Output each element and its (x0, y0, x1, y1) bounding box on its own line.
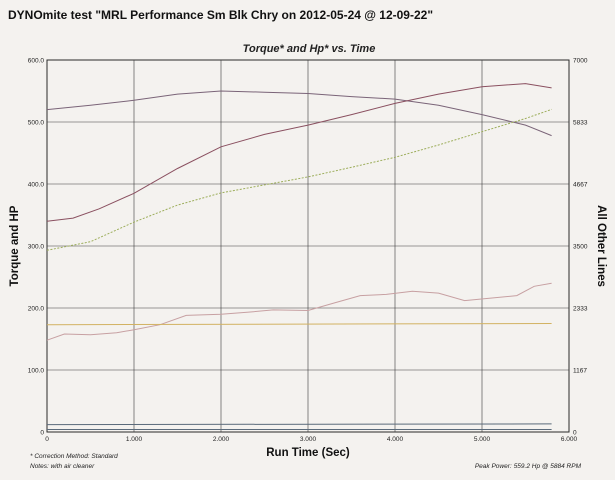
y2-tick-label: 4667 (573, 182, 588, 189)
series-line-afr-3 (46, 282, 552, 341)
x-tick-label: 3.000 (300, 436, 317, 443)
y-tick-label: 300.0 (28, 244, 45, 251)
y2-tick-label: 0 (573, 430, 577, 437)
y-tick-label: 0 (40, 430, 44, 437)
correction-method-note: * Correction Method: Standard (30, 453, 118, 460)
series-line-bottom-6 (46, 423, 552, 426)
x-tick-label: 4.000 (387, 436, 404, 443)
page-title: DYNOmite test "MRL Performance Sm Blk Ch… (8, 8, 434, 22)
series-line-rpm-2 (46, 108, 552, 251)
y2-tick-label: 5833 (573, 120, 588, 127)
chart-title: Torque* and Hp* vs. Time (243, 43, 376, 55)
y-tick-label: 600.0 (28, 58, 45, 65)
y2-axis-label: All Other Lines (595, 205, 607, 287)
x-tick-label: 6.000 (561, 436, 578, 443)
y-tick-label: 400.0 (28, 182, 45, 189)
notes-text: Notes: with air cleaner (30, 463, 95, 470)
y2-tick-label: 1167 (573, 368, 587, 375)
peak-power-value: 559.2 Hp @ 5884 RPM (513, 463, 581, 470)
x-tick-label: 2.000 (213, 436, 230, 443)
x-tick-label: 0 (45, 436, 49, 443)
y-axis-label: Torque and HP (9, 205, 21, 286)
peak-power-label: Peak Power: (474, 463, 512, 470)
y2-tick-label: 2333 (573, 306, 588, 313)
x-axis-label: Run Time (Sec) (266, 447, 350, 459)
y2-tick-label: 7000 (573, 58, 588, 65)
grid (47, 60, 569, 432)
series-group (46, 83, 552, 430)
peak-power-note: Peak Power: 559.2 Hp @ 5884 RPM (473, 463, 581, 470)
series-line-flat-4 (46, 323, 552, 326)
ticks-group: 0 1.000 2.000 3.000 4.000 5.000 6.0000100.0200… (28, 58, 588, 444)
y2-tick-label: 3500 (573, 244, 588, 251)
x-tick-label: 1.000 (126, 436, 143, 443)
y-tick-label: 500.0 (28, 120, 45, 127)
series-line-torque-0 (46, 90, 552, 137)
y-tick-label: 200.0 (28, 306, 45, 313)
y-tick-label: 100.0 (28, 368, 45, 375)
series-line-hp-1 (46, 83, 552, 222)
x-tick-label: 5.000 (474, 436, 491, 443)
